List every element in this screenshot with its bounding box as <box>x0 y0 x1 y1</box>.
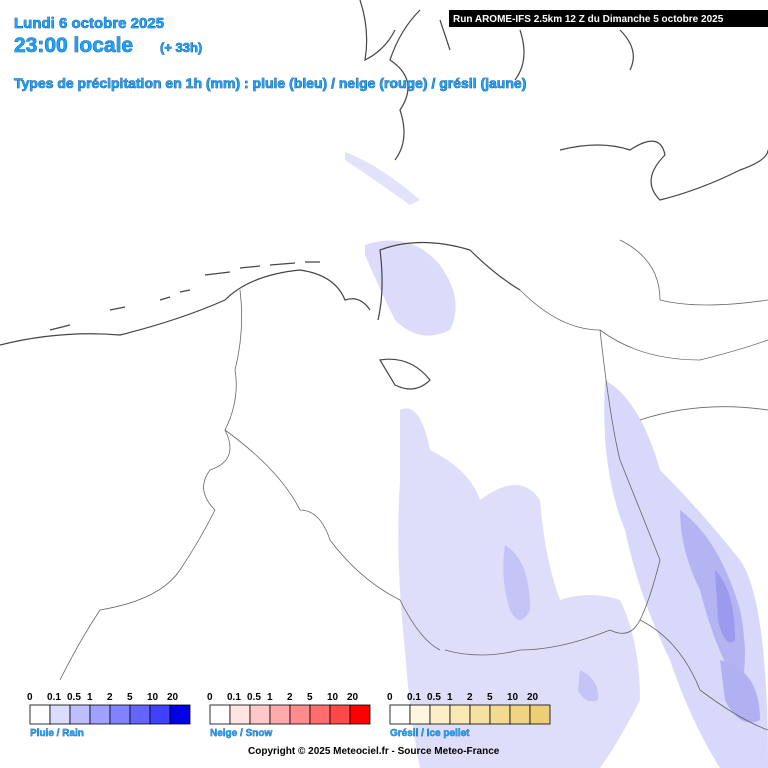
legend-swatch <box>469 704 491 725</box>
legend-swatch <box>389 704 411 725</box>
legend-name: Neige / Snow <box>210 728 272 739</box>
legend-swatch <box>169 704 191 725</box>
legend-label: 2 <box>107 692 113 703</box>
legend-label: 0.5 <box>247 692 261 703</box>
legend-label: 0 <box>207 692 213 703</box>
coastlines <box>0 0 768 390</box>
run-info: Run AROME-IFS 2.5km 12 Z du Dimanche 5 o… <box>453 14 724 25</box>
legend-label: 5 <box>307 692 313 703</box>
legend-label: 20 <box>347 692 359 703</box>
legend-label: 1 <box>267 692 273 703</box>
legend-label: 0 <box>387 692 393 703</box>
legend-label: 0.1 <box>47 692 61 703</box>
legend-swatch <box>209 704 231 725</box>
legend-swatch <box>89 704 111 725</box>
copyright: Copyright © 2025 Meteociel.fr - Source M… <box>248 746 500 757</box>
subtitle: Types de précipitation en 1h (mm) : plui… <box>14 75 526 91</box>
legend-swatch <box>329 704 351 725</box>
legend-swatch <box>529 704 551 725</box>
legend-swatch <box>349 704 371 725</box>
legend-label: 10 <box>147 692 159 703</box>
legend-label: 0.1 <box>407 692 421 703</box>
legend-name: Pluie / Rain <box>30 728 84 739</box>
borders <box>59 239 768 731</box>
legend-label: 20 <box>527 692 539 703</box>
legend-label: 0.1 <box>227 692 241 703</box>
legend-label: 0 <box>27 692 33 703</box>
precipitation <box>345 152 768 768</box>
lead-time: (+ 33h) <box>160 40 202 55</box>
legend-swatch <box>409 704 431 725</box>
date: Lundi 6 octobre 2025 <box>14 15 164 32</box>
legend-swatch <box>289 704 311 725</box>
legend-swatch <box>449 704 471 725</box>
legend-swatch <box>49 704 71 725</box>
legend-label: 0.5 <box>67 692 81 703</box>
legend-label: 5 <box>487 692 493 703</box>
local-time: 23:00 locale <box>14 34 133 57</box>
legend-label: 2 <box>287 692 293 703</box>
run-box <box>449 10 768 27</box>
legend-swatch <box>29 704 51 725</box>
legend-name: Grésil / Ice pellet <box>390 728 470 739</box>
legend-swatch <box>109 704 131 725</box>
legend-swatch <box>69 704 91 725</box>
legend-label: 20 <box>167 692 179 703</box>
legend-swatch <box>309 704 331 725</box>
legend-label: 1 <box>87 692 93 703</box>
legend-swatch <box>269 704 291 725</box>
legend-label: 0.5 <box>427 692 441 703</box>
legend-swatch <box>429 704 451 725</box>
legend-swatch <box>249 704 271 725</box>
legend-swatch <box>129 704 151 725</box>
legend-swatch <box>229 704 251 725</box>
legend-swatch <box>149 704 171 725</box>
legend-label: 2 <box>467 692 473 703</box>
legend-label: 10 <box>327 692 339 703</box>
legend-swatch <box>489 704 511 725</box>
legend-swatch <box>509 704 531 725</box>
legend-label: 10 <box>507 692 519 703</box>
legend-label: 1 <box>447 692 453 703</box>
legend-label: 5 <box>127 692 133 703</box>
